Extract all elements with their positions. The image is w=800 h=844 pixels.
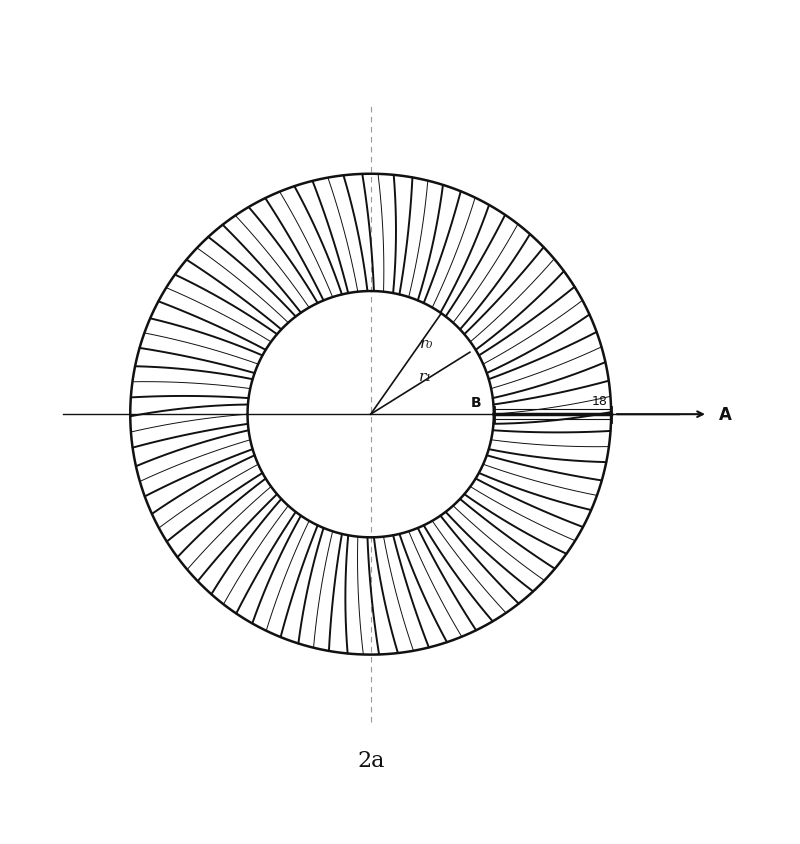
Text: 2a: 2a — [357, 749, 384, 771]
Text: r₀: r₀ — [419, 337, 433, 350]
Text: B: B — [471, 396, 482, 410]
Text: r₁: r₁ — [418, 370, 432, 384]
Text: A: A — [719, 406, 732, 424]
Text: 18: 18 — [591, 395, 607, 408]
